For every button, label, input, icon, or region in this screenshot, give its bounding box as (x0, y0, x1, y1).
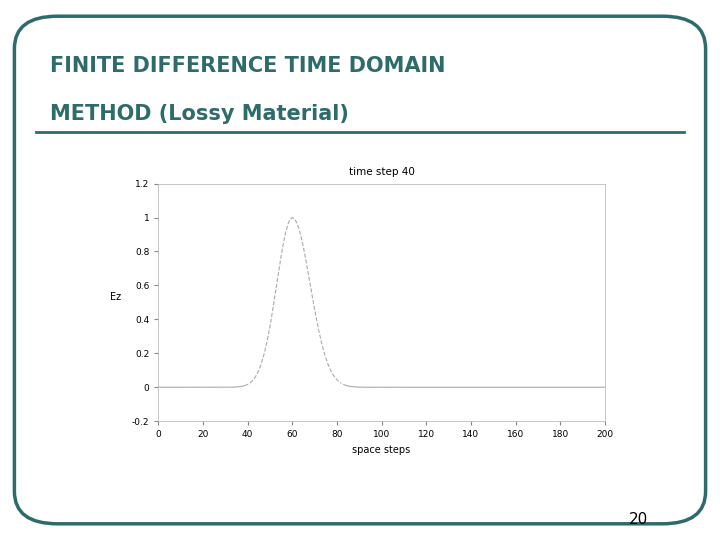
Title: time step 40: time step 40 (348, 167, 415, 177)
Y-axis label: Ez: Ez (109, 292, 121, 302)
Text: METHOD (Lossy Material): METHOD (Lossy Material) (50, 104, 349, 124)
Text: 20: 20 (629, 511, 648, 526)
X-axis label: space steps: space steps (353, 445, 410, 455)
Text: FINITE DIFFERENCE TIME DOMAIN: FINITE DIFFERENCE TIME DOMAIN (50, 56, 446, 76)
